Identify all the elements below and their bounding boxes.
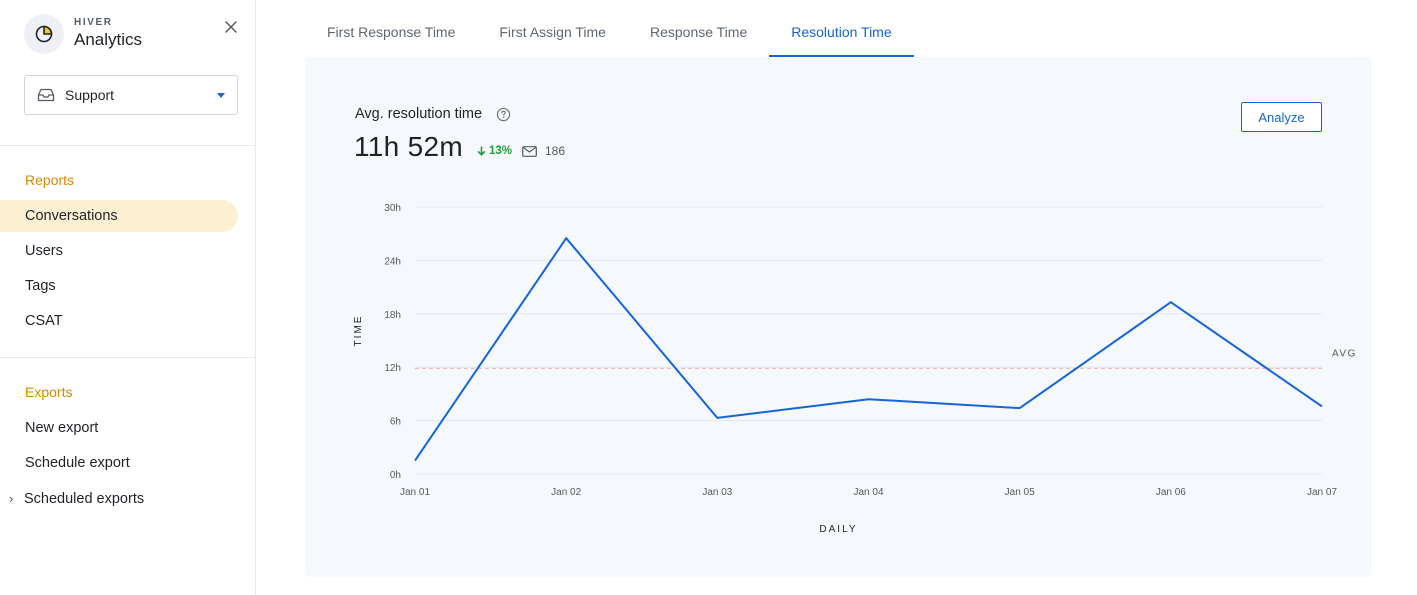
divider <box>0 145 256 146</box>
chevron-down-icon <box>217 93 225 98</box>
nav-item-tags[interactable]: Tags <box>25 278 56 294</box>
x-tick-label: Jan 05 <box>1005 487 1035 498</box>
tab-resolution-time[interactable]: Resolution Time <box>769 0 914 57</box>
brand-company: HIVER <box>74 17 113 28</box>
close-icon[interactable] <box>222 18 240 36</box>
y-tick-label: 6h <box>390 417 401 428</box>
y-tick-label: 30h <box>384 203 401 214</box>
nav-item-label: Scheduled exports <box>24 491 145 507</box>
conversation-count-value: 186 <box>545 144 566 158</box>
x-tick-label: Jan 03 <box>702 487 732 498</box>
metric-value: 11h 52m <box>354 131 463 162</box>
nav-item-csat[interactable]: CSAT <box>25 313 63 329</box>
chevron-right-icon: › <box>9 491 14 506</box>
report-tabs: First Response Time First Assign Time Re… <box>305 0 914 57</box>
x-tick-label: Jan 07 <box>1307 487 1337 498</box>
inbox-select[interactable]: Support <box>24 75 238 115</box>
x-tick-label: Jan 06 <box>1156 487 1186 498</box>
nav-item-scheduled-exports[interactable]: › Scheduled exports <box>0 483 238 515</box>
nav-item-schedule-export[interactable]: Schedule export <box>25 455 130 471</box>
exports-section-title: Exports <box>25 384 73 400</box>
nav-item-conversations[interactable]: Conversations <box>0 200 238 232</box>
x-tick-label: Jan 02 <box>551 487 581 498</box>
tab-response-time[interactable]: Response Time <box>649 24 748 40</box>
metric-delta-value: 13% <box>489 145 513 157</box>
x-tick-label: Jan 04 <box>853 487 883 498</box>
x-axis-label: DAILY <box>819 524 857 535</box>
tab-first-response-time[interactable]: First Response Time <box>327 24 456 40</box>
help-circle-icon[interactable] <box>496 107 511 122</box>
conversation-count: 186 <box>522 144 565 158</box>
brand: HIVER Analytics <box>24 14 142 54</box>
series-line <box>414 237 1323 462</box>
metric-title: Avg. resolution time <box>355 106 511 122</box>
y-tick-label: 18h <box>384 310 401 321</box>
tab-first-assign-time[interactable]: First Assign Time <box>499 24 606 40</box>
arrow-down-icon <box>477 146 486 156</box>
nav-item-new-export[interactable]: New export <box>25 420 99 436</box>
y-tick-label: 12h <box>384 363 401 374</box>
chart-panel: Avg. resolution time 11h 52m 13% 186 Ana… <box>305 57 1372 577</box>
metric-delta: 13% <box>477 145 512 157</box>
metric-title-text: Avg. resolution time <box>355 106 483 122</box>
x-tick-label: Jan 01 <box>400 487 430 498</box>
avg-label: AVG <box>1332 348 1357 359</box>
y-axis-label: TIME <box>353 315 364 347</box>
inbox-select-value: Support <box>65 87 115 103</box>
nav-item-users[interactable]: Users <box>25 243 63 259</box>
analyze-button[interactable]: Analyze <box>1241 102 1322 132</box>
sidebar: HIVER Analytics Support Reports Conversa… <box>0 0 256 595</box>
mail-icon <box>522 145 537 157</box>
y-tick-label: 24h <box>384 256 401 267</box>
reports-section-title: Reports <box>25 172 75 188</box>
resolution-time-line-chart: 0h 6h 12h 18h 24h 30h Jan 01 Jan 02 Jan 03 Jan 04… <box>353 203 1357 535</box>
divider <box>0 357 256 358</box>
inbox-icon <box>37 88 55 102</box>
pie-chart-icon <box>24 14 64 54</box>
y-tick-label: 0h <box>390 470 401 481</box>
brand-product: Analytics <box>74 30 143 49</box>
